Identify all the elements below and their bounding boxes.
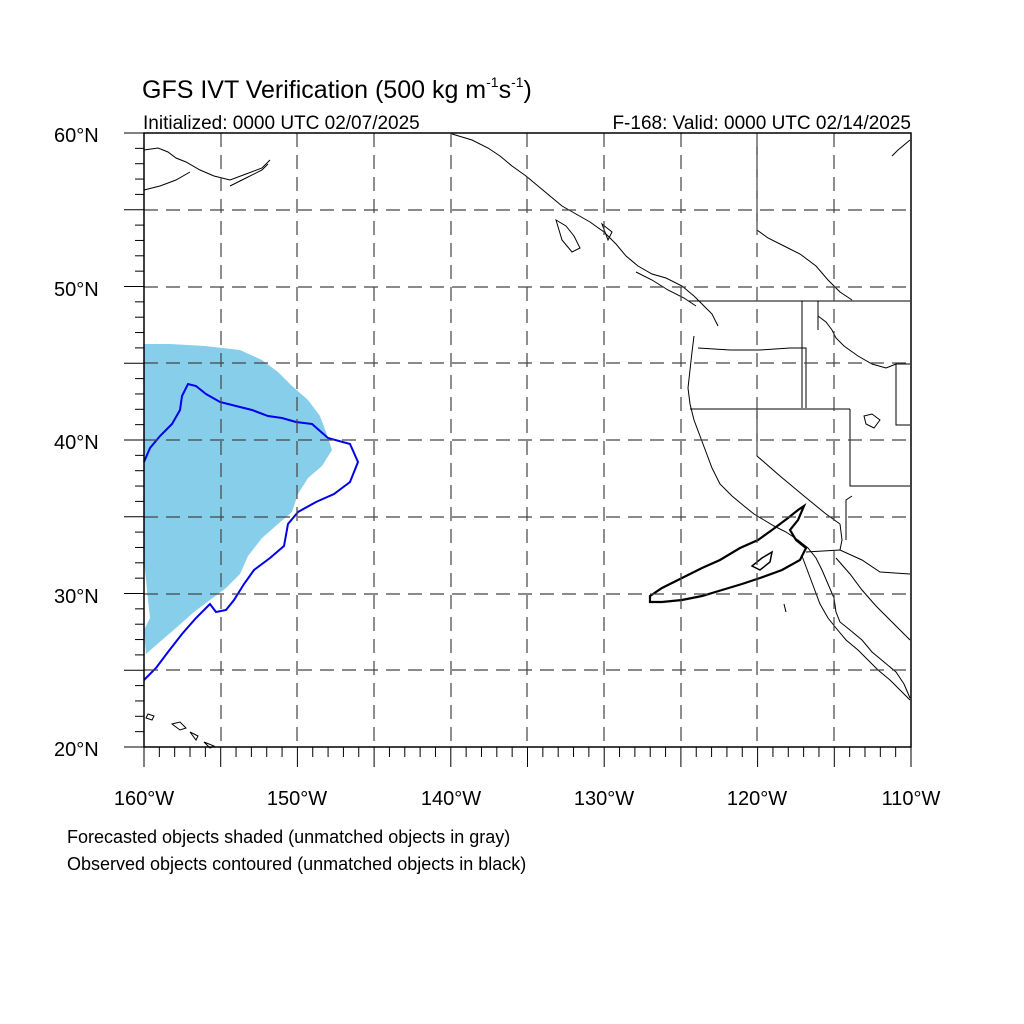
lon-label-110w: 110°W	[882, 788, 941, 810]
axis-ticks	[124, 132, 912, 767]
lon-label-150w: 150°W	[267, 788, 327, 810]
lon-label-130w: 130°W	[574, 788, 634, 810]
longitude-labels: 160°W 150°W 140°W 130°W 120°W 110°W	[114, 788, 941, 810]
lat-label-40n: 40°N	[54, 432, 99, 454]
forecast-object-shaded	[144, 344, 332, 654]
caption-forecast: Forecasted objects shaded (unmatched obj…	[67, 827, 510, 847]
lat-label-50n: 50°N	[54, 279, 99, 301]
lat-lon-grid	[144, 133, 911, 747]
latitude-labels: 60°N 50°N 40°N 30°N 20°N	[54, 125, 99, 761]
lon-label-120w: 120°W	[727, 788, 787, 810]
init-time-label: Initialized: 0000 UTC 02/07/2025	[143, 113, 420, 134]
observed-object-unmatched-inner-contour	[750, 550, 774, 571]
coastlines-and-borders	[143, 133, 911, 749]
lon-label-160w: 160°W	[114, 788, 174, 810]
lon-label-140w: 140°W	[421, 788, 481, 810]
observed-object-unmatched-contour	[648, 503, 808, 604]
observed-object-matched-contour	[143, 382, 360, 681]
lat-label-60n: 60°N	[54, 125, 99, 147]
figure-title: GFS IVT Verification (500 kg m-1s-1)	[142, 74, 532, 104]
valid-time-label: F-168: Valid: 0000 UTC 02/14/2025	[612, 113, 911, 134]
lat-label-20n: 20°N	[54, 739, 99, 761]
caption-observed: Observed objects contoured (unmatched ob…	[67, 854, 526, 874]
lat-label-30n: 30°N	[54, 586, 99, 608]
